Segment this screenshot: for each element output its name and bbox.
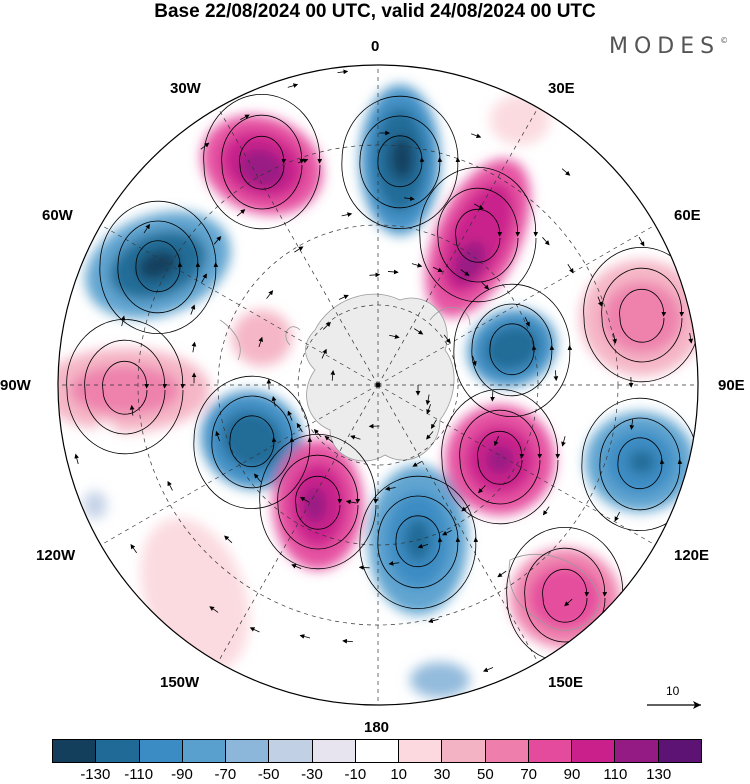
colorbar-tick-label: -30 [301, 766, 323, 783]
colorbar-cell [53, 740, 96, 762]
colorbar-cell [486, 740, 529, 762]
colorbar-tick-label: 70 [520, 766, 537, 783]
colorbar-tick-label: -110 [124, 766, 153, 783]
lon-label-150e: 150E [548, 674, 583, 692]
anomaly-cell [410, 662, 470, 698]
colorbar-cell [183, 740, 226, 762]
colorbar-tick-label: -90 [171, 766, 193, 783]
lon-label-150w: 150W [160, 674, 199, 692]
anomaly-cell [390, 136, 414, 180]
vector-reference-arrow [645, 683, 705, 723]
lon-label-60e: 60E [674, 207, 701, 225]
anomaly-cell [529, 566, 601, 630]
colorbar-tick-label: 50 [477, 766, 494, 783]
lon-label-90w: 90W [0, 377, 31, 395]
flow-arrow [492, 391, 493, 401]
colorbar-tick-label: 90 [564, 766, 581, 783]
colorbar-cell [96, 740, 139, 762]
colorbar-cell [615, 740, 658, 762]
colorbar-cell [399, 740, 442, 762]
lon-label-60w: 60W [42, 207, 73, 225]
colorbar-tick-label: -50 [258, 766, 280, 783]
anomaly-cell [628, 450, 656, 474]
colorbar [52, 739, 702, 763]
colorbar-cell [529, 740, 572, 762]
lon-label-30e: 30E [548, 80, 575, 98]
lon-label-180: 180 [364, 719, 389, 737]
colorbar-ticks: -130 -110 -90 -70 -50 -30 -10 10 30 50 70 90 110 130 [0, 764, 750, 784]
colorbar-tick-label: 130 [646, 766, 671, 783]
colorbar-cell [226, 740, 269, 762]
anomaly-cell [303, 487, 327, 523]
anomaly-cell [83, 491, 107, 519]
colorbar-tick-label: -130 [80, 766, 110, 783]
lon-label-90e: 90E [718, 377, 745, 395]
colorbar-cell [140, 740, 183, 762]
colorbar-tick-label: 10 [390, 766, 407, 783]
lon-label-120w: 120W [36, 547, 75, 565]
anomaly-cell [490, 95, 550, 145]
colorbar-cell [572, 740, 615, 762]
colorbar-cell [442, 740, 485, 762]
anomaly-cell [95, 422, 115, 438]
colorbar-cell [313, 740, 356, 762]
south-pole-marker [376, 383, 381, 388]
colorbar-tick-label: -70 [214, 766, 236, 783]
colorbar-cell [356, 740, 399, 762]
lon-label-120e: 120E [674, 547, 709, 565]
colorbar-tick-label: -10 [344, 766, 366, 783]
colorbar-tick-label: 30 [434, 766, 451, 783]
colorbar-cell [269, 740, 312, 762]
colorbar-cell [659, 740, 701, 762]
lon-label-0: 0 [371, 38, 379, 56]
colorbar-tick-label: 110 [603, 766, 627, 783]
lon-label-30w: 30W [170, 80, 201, 98]
